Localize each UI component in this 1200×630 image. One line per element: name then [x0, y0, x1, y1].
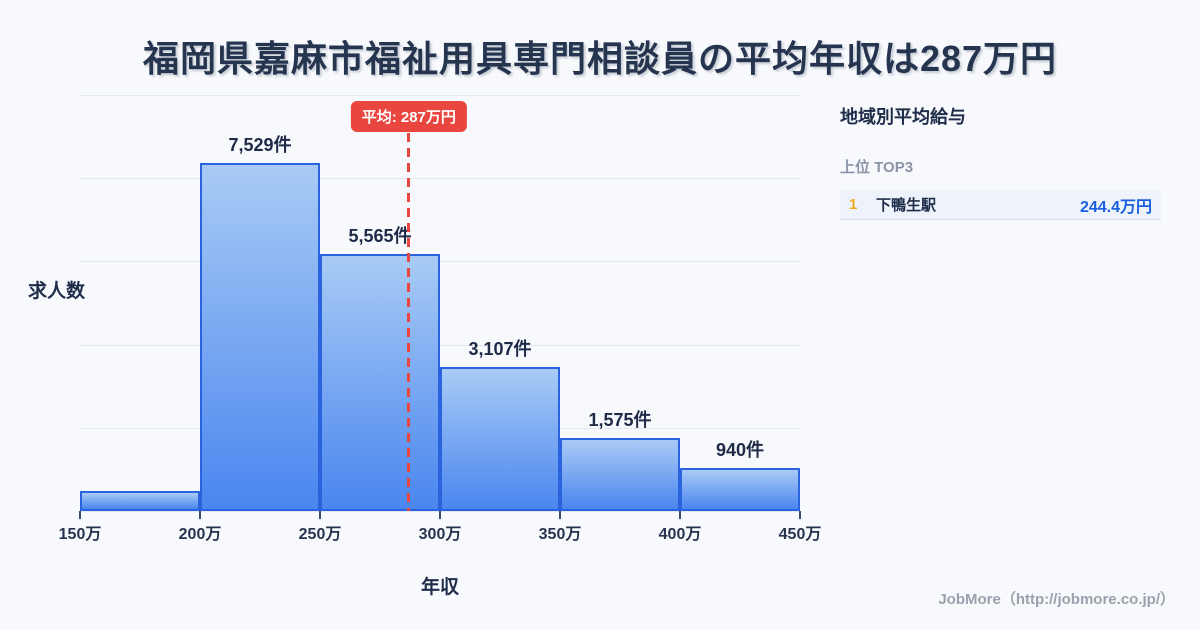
bar-count-label: 1,575件 [588, 410, 652, 431]
station-name: 下鴨生駅 [876, 197, 937, 214]
x-axis-tick [559, 511, 561, 519]
region-salary-panel: 地域別平均給与 上位 TOP3 1 下鴨生駅 244.4万円 [840, 103, 1161, 220]
x-axis-tick-label: 250万 [298, 526, 342, 543]
x-axis-tick [679, 511, 681, 519]
ranking-row: 1 下鴨生駅 244.4万円 [840, 190, 1161, 220]
histogram-bar [560, 438, 680, 511]
x-axis-tick-label: 150万 [58, 526, 102, 543]
average-salary-badge: 平均: 287万円 [350, 101, 467, 132]
x-axis-tick-label: 350万 [538, 526, 582, 543]
histogram-bar [80, 491, 200, 511]
footer-credit: JobMore（http://jobmore.co.jp/） [938, 591, 1175, 608]
rank-number: 1 [849, 196, 858, 213]
histogram-bar [440, 367, 560, 511]
gridline [80, 95, 800, 96]
gridline [80, 344, 800, 346]
bar-count-label: 7,529件 [228, 135, 292, 155]
salary-value: 244.4万円 [1079, 198, 1152, 216]
gridline [80, 261, 800, 263]
histogram-bar [320, 253, 440, 511]
histogram-bar [200, 163, 320, 511]
x-axis-tick [439, 511, 441, 519]
x-axis-tick-label: 450万 [778, 526, 822, 543]
x-axis-tick-label: 400万 [658, 526, 702, 543]
salary-histogram-plot-area: 平均: 287万円 7,529件 5,565件 3,107件 1,575件 940件 15… [59, 95, 821, 543]
x-axis-tick [79, 511, 81, 519]
histogram-bar [680, 467, 800, 511]
panel-title: 地域別平均給与 [840, 107, 966, 127]
gridline [80, 178, 800, 180]
y-axis-label: 求人数 [28, 281, 86, 302]
x-axis-tick [799, 511, 801, 519]
bar-count-label: 3,107件 [468, 339, 532, 360]
panel-subtitle: 上位 TOP3 [840, 159, 914, 176]
x-axis-tick-label: 300万 [418, 526, 462, 543]
average-salary-line [407, 133, 411, 511]
x-axis-tick [319, 511, 321, 519]
x-axis-tick [199, 511, 201, 519]
bar-count-label: 940件 [715, 439, 765, 460]
x-axis-label: 年収 [420, 577, 459, 598]
bar-count-label: 5,565件 [348, 225, 412, 246]
x-axis-tick-label: 200万 [178, 526, 222, 543]
page-title: 福岡県嘉麻市福祉用具専門相談員の平均年収は287万円 [142, 38, 1058, 79]
